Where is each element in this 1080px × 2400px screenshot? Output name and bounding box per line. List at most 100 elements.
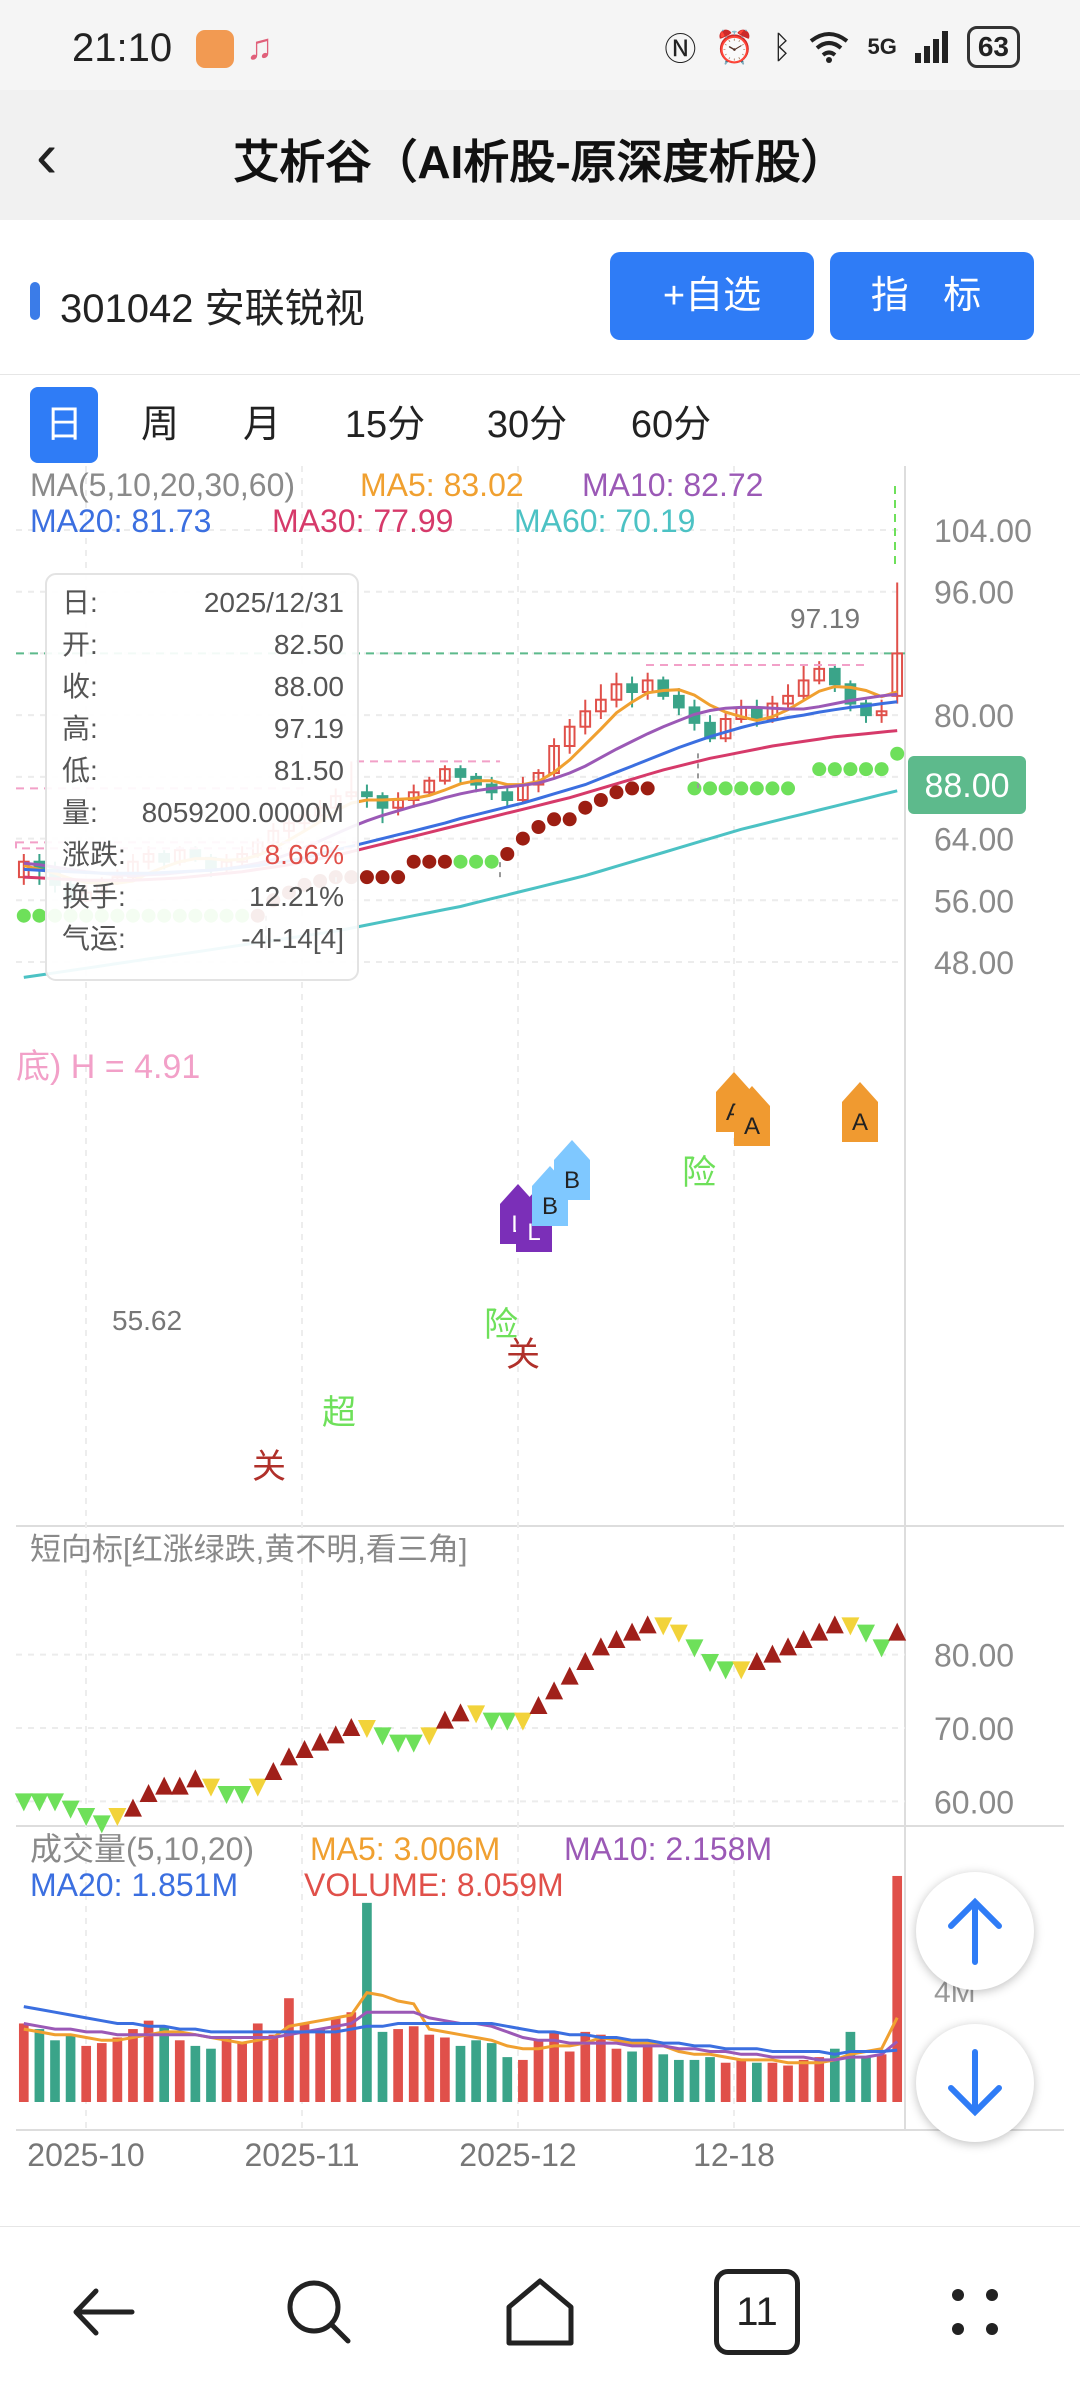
candle [376,795,389,809]
arrow-down-icon [948,2049,1002,2117]
low-price-label: 55.62 [112,1305,182,1336]
short-signal-triangle [201,1778,220,1797]
scroll-down-button[interactable] [916,2024,1034,2142]
page-title: 艾析谷（AI析股-原深度析股） [233,136,847,188]
trend-dot [765,781,780,796]
short-signal-triangle [872,1639,891,1658]
short-signal-triangle [92,1815,111,1834]
volume-header: 成交量(5,10,20) [30,1831,254,1867]
short-signal-triangle [857,1624,876,1643]
home-icon[interactable] [495,2267,585,2357]
short-signal-triangle [435,1710,454,1729]
signal-5g-icon: 5G [867,34,897,59]
search-icon[interactable] [276,2267,366,2357]
volume-bar [611,2048,622,2102]
volume-bar [751,2062,762,2102]
short-signal-triangle [482,1712,501,1731]
volume-bar [736,2059,747,2102]
tab-month[interactable]: 月 [242,404,281,446]
candle [423,779,436,794]
tabs-icon[interactable]: 11 [714,2269,800,2355]
volume-bar [627,2051,637,2102]
signal-xian-1: 险 [484,1306,518,1344]
trend-dot [531,820,546,834]
trend-dot [547,812,562,827]
status-time: 21:10 [72,26,173,70]
y-tick-label: 48.00 [934,945,1014,981]
candle [813,667,826,682]
trend-dot [16,908,31,923]
candle [595,698,607,713]
tab-day[interactable]: 日 [30,387,98,463]
signal-guan-1: 关 [252,1448,286,1486]
trend-dot [625,781,640,796]
high-price-label: 97.19 [790,603,860,634]
trend-dot [827,762,842,777]
short-signal-triangle [139,1784,158,1802]
short-signal-triangle [357,1720,376,1738]
volume-bar [471,2040,481,2102]
short-signal-triangle [404,1734,423,1753]
trend-dot [359,870,374,885]
short-signal-triangle [77,1808,96,1826]
signal-a-marker-shape [734,1086,770,1146]
volume-bar [284,1998,294,2102]
short-signal-triangle [30,1793,49,1812]
info-label: 量: [62,797,98,828]
short-signal-triangle [841,1617,860,1636]
vol-ma20: MA20: 1.851M [30,1867,238,1903]
trend-dot [375,870,390,885]
short-signal-triangle [732,1661,751,1680]
short-signal-triangle [14,1793,33,1812]
y-tick-label: 60.00 [934,1784,1014,1820]
status-bar: 21:10 ♫ Ⓝ ⏰ ᛒ 5G 63 [0,0,1080,90]
candle [501,791,514,801]
trend-dot [749,781,764,796]
add-watchlist-button[interactable]: +自选 [610,252,814,340]
volume-bar [533,2040,544,2102]
volume-bar [112,2037,123,2102]
short-signal-triangle [123,1798,142,1817]
indicator-button[interactable]: 指 标 [830,252,1034,340]
short-signal-triangle [529,1696,548,1714]
info-value: 12.21% [249,881,344,912]
tab-60min[interactable]: 60分 [630,404,712,446]
short-signal-triangle [420,1727,439,1746]
signal-b-marker-shape [554,1140,590,1200]
candle [361,791,373,798]
short-signal-panel: 80.00 70.00 60.00 [14,1615,1014,1834]
trend-dot [484,854,499,869]
short-signal-triangle [560,1666,579,1685]
status-icons: Ⓝ ⏰ ᛒ 5G 63 [664,24,1020,70]
tab-30min[interactable]: 30分 [486,404,568,446]
short-signal-triangle [747,1652,766,1670]
bluetooth-icon: ᛒ [772,28,792,65]
y-tick-label: 80.00 [934,1638,1014,1674]
trend-dot [843,762,858,777]
volume-bar [424,2034,435,2102]
volume-bar [143,2020,154,2102]
scroll-up-button[interactable] [916,1872,1034,1990]
info-value: -4l-14[4] [241,923,344,954]
short-signal-triangle [248,1778,267,1797]
trend-dot [734,781,749,796]
info-value: 8.66% [265,839,344,870]
info-value: 97.19 [274,713,344,744]
title-bar: ‹ 艾析谷（AI析股-原深度析股） [0,90,1080,220]
volume-bar [81,2045,92,2102]
trend-dot [437,854,452,869]
signal-b-marker-label: B [564,1167,580,1194]
ma10-value: MA10: 82.72 [582,467,763,503]
trend-dot [469,854,484,869]
y-tick-label: 64.00 [934,822,1014,858]
menu-dots-icon[interactable] [930,2267,1020,2357]
volume-bar [377,2031,388,2102]
volume-bar [190,2045,201,2102]
back-arrow-icon[interactable] [62,2267,152,2357]
tab-15min[interactable]: 15分 [344,404,426,446]
candle [439,768,451,782]
tab-week[interactable]: 周 [140,404,179,446]
alarm-icon: ⏰ [714,29,755,65]
back-chevron-icon[interactable]: ‹ [36,119,58,191]
